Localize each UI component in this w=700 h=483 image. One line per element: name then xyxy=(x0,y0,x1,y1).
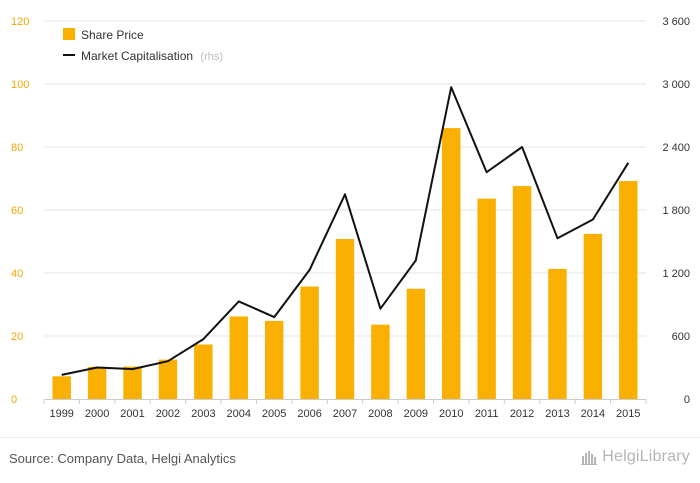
x-tick-label: 2005 xyxy=(262,408,286,420)
legend: Share Price Market Capitalisation (rhs) xyxy=(63,28,223,63)
y-tick-label: 100 xyxy=(11,79,29,91)
x-tick-label: 2000 xyxy=(85,408,109,420)
y2-tick-label: 3 600 xyxy=(662,16,690,28)
y2-tick-label: 1 200 xyxy=(662,268,690,280)
x-tick-label: 2001 xyxy=(120,408,144,420)
bar-share-price-2012 xyxy=(512,186,532,399)
bar-share-price-2001 xyxy=(123,366,142,399)
y-tick-label: 0 xyxy=(11,394,17,406)
y-tick-label: 60 xyxy=(11,205,23,217)
y2-tick-label: 600 xyxy=(672,331,690,343)
bar-share-price-2009 xyxy=(406,288,426,399)
bar-share-price-2002 xyxy=(158,359,178,399)
x-tick-label: 2011 xyxy=(475,408,499,420)
bar-share-price-2003 xyxy=(194,344,213,399)
line-market-capitalisation xyxy=(61,86,630,376)
legend-label-market-cap-text: Market Capitalisation xyxy=(81,49,193,63)
source-note: Source: Company Data, Helgi Analytics xyxy=(9,451,236,466)
y2-tick-label: 2 400 xyxy=(662,142,690,154)
y-tick-label: 40 xyxy=(11,268,23,280)
x-tick-label: 2002 xyxy=(156,408,180,420)
bar-share-price-1999 xyxy=(52,376,71,399)
x-tick-label: 2007 xyxy=(333,408,357,420)
bar-share-price-2008 xyxy=(371,324,390,399)
y-tick-label: 120 xyxy=(11,16,29,28)
bar-share-price-2004 xyxy=(229,316,248,399)
y2-tick-label: 0 xyxy=(684,394,690,406)
bar-share-price-2000 xyxy=(87,366,107,399)
bar-share-price-2005 xyxy=(264,320,284,399)
bar-layer xyxy=(52,128,638,399)
x-tick-label: 2009 xyxy=(404,408,428,420)
footer-divider xyxy=(0,437,700,438)
x-tick-label: 2004 xyxy=(227,408,251,420)
bar-share-price-2013 xyxy=(548,268,567,399)
brand-name: HelgiLibrary xyxy=(602,448,690,465)
bar-share-price-2011 xyxy=(477,198,496,399)
bar-share-price-2014 xyxy=(583,233,603,399)
legend-note-rhs: (rhs) xyxy=(200,51,223,63)
legend-swatch-share-price xyxy=(63,28,75,40)
x-tick-label: 2012 xyxy=(510,408,534,420)
x-tick-label: 2008 xyxy=(368,408,392,420)
y2-tick-label: 3 000 xyxy=(662,79,690,91)
bar-share-price-2006 xyxy=(300,286,319,399)
axis-layer: 0 0 20 600 40 1 200 60 1 800 80 2 400 100 3 000 120 3… xyxy=(11,16,690,420)
x-tick-label: 2010 xyxy=(439,408,463,420)
x-tick-label: 2014 xyxy=(581,408,605,420)
y2-tick-label: 1 800 xyxy=(662,205,690,217)
x-tick-label: 2015 xyxy=(616,408,640,420)
x-tick-label: 2003 xyxy=(191,408,215,420)
y-tick-label: 20 xyxy=(11,331,23,343)
brand-logo-block: HelgiLibrary xyxy=(580,448,690,466)
x-tick-label: 2006 xyxy=(297,408,321,420)
bar-share-price-2007 xyxy=(335,238,355,399)
x-tick-label: 1999 xyxy=(49,408,73,420)
y-tick-label: 80 xyxy=(11,142,23,154)
line-layer xyxy=(61,86,630,376)
legend-label-share-price: Share Price xyxy=(81,28,144,42)
grid-layer xyxy=(44,20,646,337)
bar-share-price-2015 xyxy=(619,181,638,399)
x-tick-label: 2013 xyxy=(545,408,569,420)
brand-logo-icon xyxy=(581,451,598,465)
bar-share-price-2010 xyxy=(442,128,461,399)
legend-label-market-cap: Market Capitalisation (rhs) xyxy=(81,49,223,63)
